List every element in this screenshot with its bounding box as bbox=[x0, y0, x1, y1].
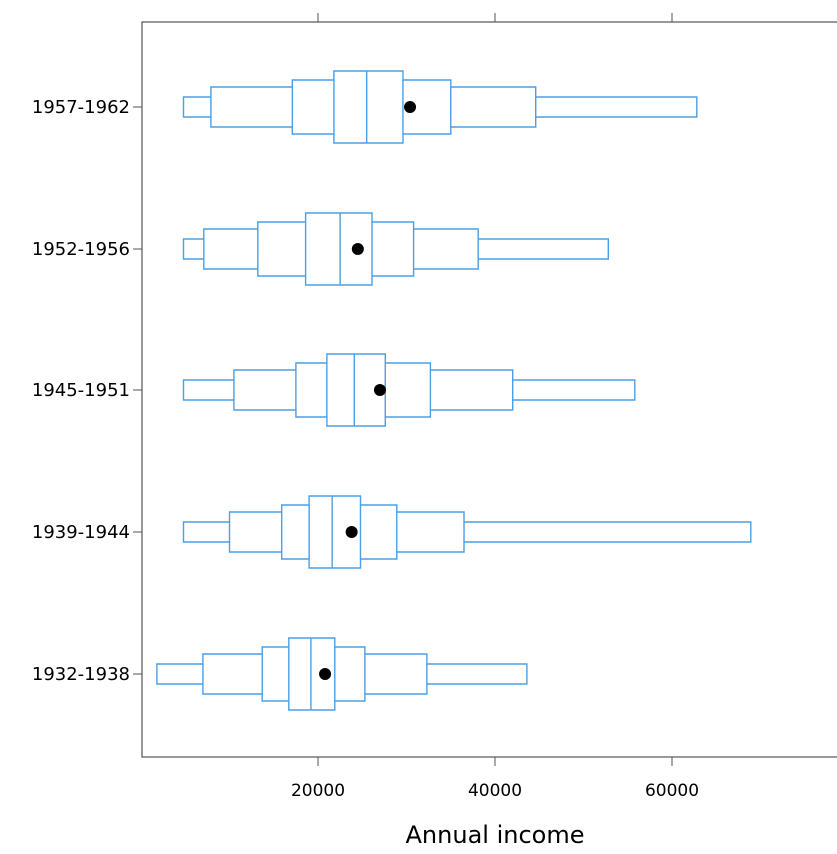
mean-marker bbox=[404, 101, 417, 113]
y-tick-label: 1957-1962 bbox=[32, 97, 130, 118]
letter-value-group bbox=[182, 353, 636, 427]
axes: 20000 40000 60000 1932-1938 1939-1944 1945-19… bbox=[32, 13, 699, 801]
y-tick-label: 1952-1956 bbox=[32, 239, 130, 260]
x-tick-label: 60000 bbox=[645, 781, 699, 801]
plot-panel bbox=[141, 21, 837, 758]
y-tick-label: 1939-1944 bbox=[32, 522, 130, 543]
mean-markers bbox=[319, 101, 417, 680]
mean-marker bbox=[345, 526, 358, 538]
x-tick-label: 20000 bbox=[291, 781, 345, 801]
y-tick-label: 1932-1938 bbox=[32, 664, 130, 685]
y-tick-label: 1945-1951 bbox=[32, 380, 130, 401]
letter-value-group bbox=[182, 495, 752, 569]
letter-value-box bbox=[182, 212, 609, 286]
mean-marker bbox=[373, 384, 386, 396]
letter-value-box bbox=[182, 70, 698, 144]
letter-value-box bbox=[182, 495, 752, 569]
plot-border bbox=[141, 21, 837, 758]
box-series bbox=[156, 70, 752, 711]
x-tick-label: 40000 bbox=[468, 781, 522, 801]
letter-value-box bbox=[182, 353, 636, 427]
mean-marker bbox=[351, 243, 364, 255]
letter-value-group bbox=[156, 637, 528, 711]
letter-value-group bbox=[182, 212, 609, 286]
mean-marker bbox=[319, 668, 332, 680]
letter-value-group bbox=[182, 70, 698, 144]
letter-value-box bbox=[156, 637, 528, 711]
x-axis-label: Annual income bbox=[406, 821, 585, 849]
